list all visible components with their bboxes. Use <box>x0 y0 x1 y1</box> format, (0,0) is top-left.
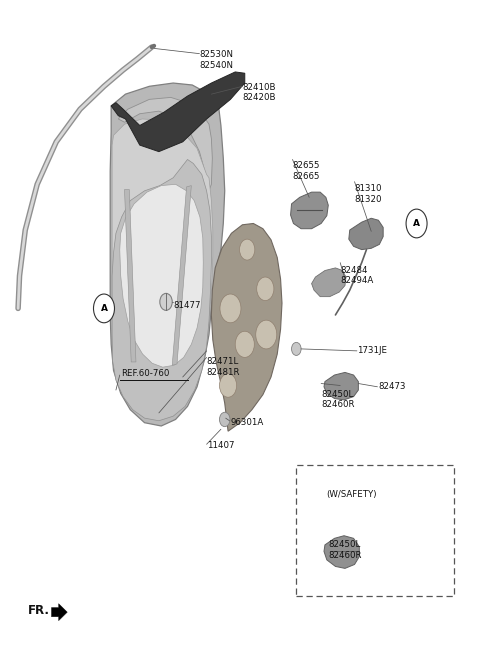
Text: (W/SAFETY): (W/SAFETY) <box>326 490 376 499</box>
Polygon shape <box>112 159 211 420</box>
Text: 82410B
82420B: 82410B 82420B <box>242 83 276 102</box>
Circle shape <box>94 294 115 323</box>
Text: 82484
82494A: 82484 82494A <box>340 266 373 285</box>
Polygon shape <box>118 97 212 191</box>
Text: 82450L
82460R: 82450L 82460R <box>321 390 355 409</box>
Circle shape <box>160 293 172 310</box>
Text: 1731JE: 1731JE <box>357 346 387 356</box>
Polygon shape <box>172 186 192 365</box>
Text: 81310
81320: 81310 81320 <box>355 184 382 204</box>
Circle shape <box>235 331 254 358</box>
Polygon shape <box>211 224 282 431</box>
Text: 82471L
82481R: 82471L 82481R <box>206 358 240 377</box>
Text: 82450L
82460R: 82450L 82460R <box>328 541 362 560</box>
Polygon shape <box>51 604 67 621</box>
Text: 11407: 11407 <box>206 441 234 450</box>
Polygon shape <box>324 536 360 568</box>
Circle shape <box>240 239 255 260</box>
Text: FR.: FR. <box>28 604 49 617</box>
Text: 82655
82665: 82655 82665 <box>292 161 320 181</box>
Bar <box>296 465 454 596</box>
Text: A: A <box>413 219 420 228</box>
Polygon shape <box>120 184 203 367</box>
Circle shape <box>219 374 237 398</box>
Polygon shape <box>312 268 346 297</box>
Polygon shape <box>110 83 225 426</box>
Circle shape <box>291 342 301 356</box>
Text: 82530N
82540N: 82530N 82540N <box>199 51 233 70</box>
Text: A: A <box>100 304 108 313</box>
Polygon shape <box>324 373 359 400</box>
Polygon shape <box>290 192 328 229</box>
Circle shape <box>406 209 427 238</box>
Text: REF.60-760: REF.60-760 <box>120 369 169 379</box>
Polygon shape <box>124 190 136 362</box>
Circle shape <box>257 277 274 300</box>
Polygon shape <box>111 72 245 152</box>
Polygon shape <box>112 119 213 410</box>
Circle shape <box>256 320 277 349</box>
Circle shape <box>220 294 241 323</box>
Circle shape <box>219 412 230 426</box>
Text: 96301A: 96301A <box>230 419 264 427</box>
Text: 82473: 82473 <box>378 382 406 391</box>
Text: 81477: 81477 <box>173 300 201 310</box>
Polygon shape <box>349 218 383 250</box>
